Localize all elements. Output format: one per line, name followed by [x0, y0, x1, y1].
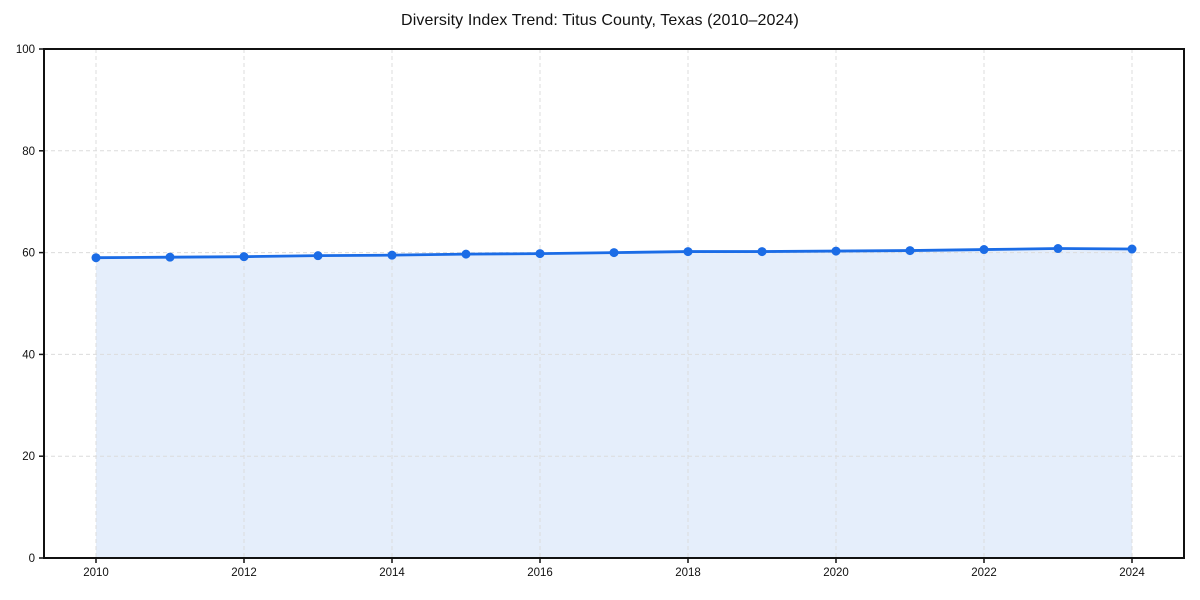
data-point	[1127, 244, 1137, 254]
x-tick-label: 2018	[675, 567, 701, 579]
data-point	[979, 245, 989, 255]
plot-border	[43, 48, 1185, 559]
y-tick-label: 60	[22, 248, 35, 260]
data-point	[461, 249, 471, 259]
y-tick-label: 20	[22, 451, 35, 463]
x-tick-label: 2010	[83, 567, 109, 579]
y-tick-label: 100	[16, 44, 35, 56]
chart-title: Diversity Index Trend: Titus County, Tex…	[401, 12, 799, 29]
y-tick-label: 80	[22, 146, 35, 158]
data-point	[1053, 244, 1063, 254]
x-tick-label: 2014	[379, 567, 405, 579]
y-tick-label: 0	[29, 553, 35, 565]
x-tick-label: 2020	[823, 567, 849, 579]
data-point	[387, 250, 397, 260]
data-point	[165, 252, 175, 262]
x-tick-label: 2012	[231, 567, 257, 579]
data-point	[239, 252, 249, 262]
area-fill	[96, 248, 1132, 558]
data-point	[831, 246, 841, 256]
y-tick-label: 40	[22, 349, 35, 361]
data-point	[535, 249, 545, 259]
data-point	[683, 247, 693, 257]
x-tick-label: 2016	[527, 567, 553, 579]
x-tick-label: 2022	[971, 567, 997, 579]
x-tick-label: 2024	[1119, 567, 1145, 579]
data-point	[905, 246, 915, 256]
data-point	[313, 251, 323, 261]
data-point	[609, 248, 619, 258]
data-point	[757, 247, 767, 257]
data-point	[91, 253, 101, 263]
